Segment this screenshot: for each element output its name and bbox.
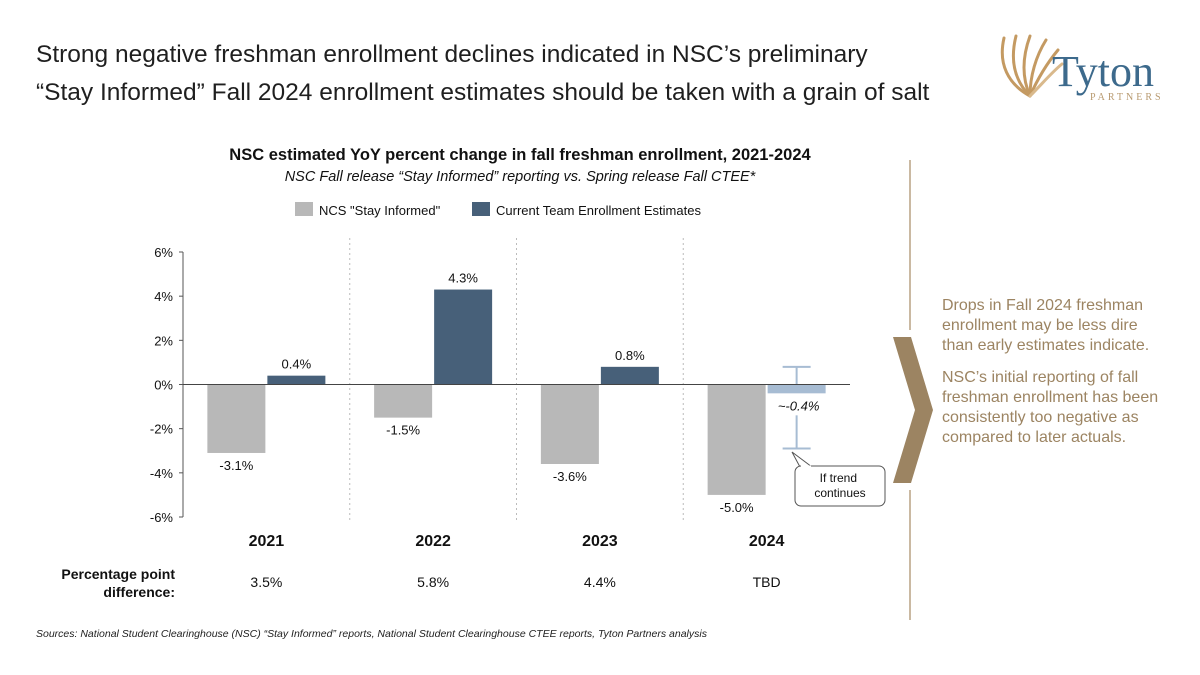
- data-label-stay-informed-2023: -3.6%: [553, 469, 587, 484]
- y-tick-label: -4%: [150, 466, 174, 481]
- logo-name: Tyton: [1052, 47, 1154, 96]
- difference-label-line-1: Percentage point: [61, 566, 175, 582]
- sources-note: Sources: National Student Clearinghouse …: [36, 628, 707, 640]
- chart-legend: NCS "Stay Informed" Current Team Enrollm…: [295, 202, 701, 218]
- difference-label-line-2: difference:: [103, 584, 175, 600]
- annotation-box: If trend continues: [791, 451, 886, 507]
- data-label-ctee-2021: 0.4%: [282, 357, 312, 372]
- headline-line-1: Strong negative freshman enrollment decl…: [36, 41, 868, 68]
- bar-ctee-2022: [434, 289, 493, 385]
- y-tick-label: -6%: [150, 510, 174, 525]
- tyton-partners-logo: Tyton PARTNERS: [1000, 34, 1164, 103]
- bar-stay-informed-2022: [374, 384, 433, 418]
- legend-swatch-stay-informed: [295, 202, 313, 216]
- callout-divider: [893, 160, 933, 620]
- y-tick-label: 2%: [154, 333, 173, 348]
- x-category-label: 2023: [582, 533, 618, 550]
- chart-subtitle: NSC Fall release “Stay Informed” reporti…: [285, 169, 757, 185]
- legend-label-stay-informed: NCS "Stay Informed": [319, 203, 441, 218]
- data-label-stay-informed-2022: -1.5%: [386, 423, 420, 438]
- data-label-ctee-2023: 0.8%: [615, 348, 645, 363]
- bar-stay-informed-2024: [707, 384, 766, 495]
- difference-value: 4.4%: [584, 574, 616, 590]
- y-tick-label: 0%: [154, 378, 173, 393]
- callout-paragraph-2: NSC’s initial reporting of fall freshman…: [942, 369, 1159, 446]
- callout-text: Drops in Fall 2024 freshman enrollment m…: [942, 296, 1162, 460]
- legend-label-ctee: Current Team Enrollment Estimates: [496, 203, 701, 218]
- data-label-ctee-2024: ~-0.4%: [778, 398, 820, 413]
- bar-ctee-2024: [767, 384, 826, 394]
- bar-ctee-2021: [267, 375, 326, 385]
- y-tick-label: 6%: [154, 245, 173, 260]
- data-label-stay-informed-2021: -3.1%: [219, 458, 253, 473]
- y-tick-label: -2%: [150, 422, 174, 437]
- shell-fan-icon: [1000, 34, 1064, 98]
- annotation-pointer: [791, 451, 814, 468]
- callout-chevron-icon: [893, 337, 933, 483]
- page-headline: Strong negative freshman enrollment decl…: [36, 36, 976, 112]
- bar-stay-informed-2021: [207, 384, 266, 453]
- difference-values: 3.5% 5.8% 4.4% TBD: [250, 574, 780, 590]
- difference-value: 3.5%: [250, 574, 282, 590]
- difference-value: TBD: [753, 574, 781, 590]
- x-category-label: 2022: [415, 533, 451, 550]
- bar-ctee-2023: [600, 366, 659, 385]
- headline-line-2: “Stay Informed” Fall 2024 enrollment est…: [36, 79, 930, 106]
- x-category-label: 2021: [249, 533, 285, 550]
- data-label-stay-informed-2024: -5.0%: [720, 500, 754, 515]
- x-category-label: 2024: [749, 533, 785, 550]
- difference-value: 5.8%: [417, 574, 449, 590]
- logo-sub: PARTNERS: [1090, 92, 1164, 103]
- plot-area: 6% 4% 2% 0% -2% -4% -6% -3.1% 0.4% 2021 -1.5% 4.3% 2…: [150, 238, 850, 550]
- y-tick-label: 4%: [154, 289, 173, 304]
- chart-title: NSC estimated YoY percent change in fall…: [229, 146, 811, 164]
- legend-swatch-ctee: [472, 202, 490, 216]
- annotation-frame: [794, 465, 886, 507]
- data-label-ctee-2022: 4.3%: [448, 271, 478, 286]
- annotation-text: If trend continues: [814, 471, 865, 500]
- bar-stay-informed-2023: [540, 384, 599, 464]
- callout-paragraph-1: Drops in Fall 2024 freshman enrollment m…: [942, 297, 1150, 354]
